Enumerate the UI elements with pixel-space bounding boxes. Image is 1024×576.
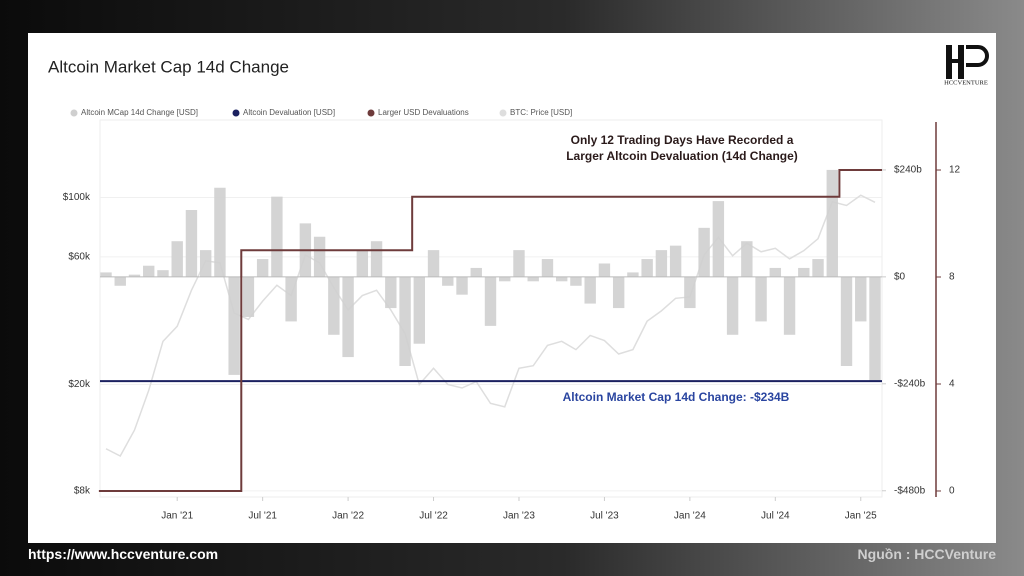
mcap-change-bar	[612, 276, 625, 309]
larger-devaluations-line	[98, 169, 882, 492]
mcap-change-bar	[413, 276, 425, 344]
mcap-change-bar	[199, 250, 212, 277]
mcap-change-bar	[143, 265, 155, 277]
mcap-change-bar	[783, 276, 796, 335]
x-tick-label: Jan '25	[845, 511, 877, 522]
mcap-change-bar	[271, 196, 283, 277]
mcap-change-bar	[570, 276, 582, 286]
mcap-change-bar	[228, 276, 240, 375]
mcap-change-bar	[855, 276, 867, 322]
mcap-change-bar	[256, 259, 269, 277]
mcap-change-bar	[285, 276, 297, 322]
annotation: Altcoin Market Cap 14d Change: -$234B	[563, 390, 790, 404]
mcap-change-bar	[242, 276, 255, 317]
x-tick-label: Jul '21	[248, 511, 277, 522]
y3-tick-label: 12	[949, 165, 961, 176]
y2-tick-label: $0	[894, 272, 906, 283]
x-tick-label: Jan '21	[161, 511, 193, 522]
footer-url: https://www.hccventure.com	[28, 546, 219, 562]
x-tick-label: Jan '24	[674, 511, 706, 522]
legend-swatch	[70, 109, 78, 117]
mcap-change-bar	[755, 276, 767, 322]
mcap-change-bar	[328, 276, 340, 335]
mcap-change-bar	[741, 241, 753, 277]
chart-title: Altcoin Market Cap 14d Change	[48, 57, 289, 76]
y2-tick-label: $240b	[894, 165, 922, 176]
mcap-change-bar	[399, 276, 411, 366]
mcap-change-bar	[185, 210, 198, 277]
x-tick-label: Jul '24	[761, 511, 790, 522]
annotation: Larger Altcoin Devaluation (14d Change)	[566, 149, 798, 163]
mcap-change-bar	[499, 276, 511, 282]
legend-swatch	[499, 109, 507, 117]
mcap-change-bar	[385, 276, 397, 309]
legend-label: Larger USD Devaluations	[378, 108, 469, 117]
mcap-change-bar	[698, 227, 710, 277]
mcap-change-bar	[442, 276, 454, 286]
x-tick-label: Jan '22	[332, 511, 364, 522]
mcap-change-bar	[456, 276, 468, 295]
annotation: Only 12 Trading Days Have Recorded a	[571, 133, 794, 147]
legend-label: Altcoin MCap 14d Change [USD]	[81, 108, 198, 117]
mcap-change-bar	[584, 276, 596, 304]
mcap-change-bar	[527, 276, 539, 282]
mcap-change-bar	[769, 267, 782, 277]
mcap-change-bar	[655, 250, 668, 277]
x-tick-label: Jul '22	[419, 511, 448, 522]
mcap-change-bar	[869, 276, 881, 382]
mcap-change-bar	[342, 276, 354, 358]
footer-source: Nguồn : HCCVenture	[857, 546, 996, 562]
x-tick-label: Jan '23	[503, 511, 535, 522]
mcap-change-bar	[812, 259, 824, 277]
mcap-change-bar	[598, 263, 611, 277]
legend-swatch	[232, 109, 240, 117]
mcap-change-bar	[556, 276, 568, 282]
mcap-change-bar	[641, 259, 653, 277]
y2-tick-label: -$480b	[894, 485, 926, 496]
logo-text: HCCVENTURE	[944, 79, 988, 86]
mcap-change-bar	[356, 250, 369, 277]
mcap-change-bar	[684, 276, 696, 309]
mcap-change-bar	[798, 267, 810, 277]
legend-swatch	[367, 109, 375, 117]
plot-frame	[99, 119, 883, 498]
logo: HCCVENTURE	[944, 45, 989, 86]
legend-label: BTC: Price [USD]	[510, 108, 572, 117]
mcap-change-bar	[669, 245, 682, 277]
y-tick-label: $60k	[68, 252, 91, 263]
y3-tick-label: 8	[949, 272, 955, 283]
mcap-change-bar	[470, 267, 482, 277]
x-tick-label: Jul '23	[590, 511, 619, 522]
mcap-change-bar	[100, 272, 112, 277]
y-tick-label: $20k	[68, 379, 91, 390]
legend-label: Altcoin Devaluation [USD]	[243, 108, 335, 117]
mcap-change-bar	[627, 272, 639, 277]
mcap-change-bar	[171, 241, 183, 277]
mcap-change-bar	[726, 276, 739, 335]
y-tick-label: $8k	[74, 486, 91, 497]
mcap-change-bar	[513, 250, 525, 277]
mcap-change-bar	[313, 236, 326, 277]
mcap-change-bar	[128, 274, 141, 277]
mcap-change-bar	[370, 241, 383, 277]
mcap-change-bar	[114, 276, 126, 286]
card	[28, 33, 996, 543]
mcap-change-bar	[157, 270, 169, 277]
mcap-change-bar	[427, 250, 440, 277]
mcap-change-bar	[712, 201, 725, 277]
y3-tick-label: 4	[949, 379, 955, 390]
y2-tick-label: -$240b	[894, 378, 926, 389]
mcap-change-bar	[484, 276, 497, 326]
mcap-change-bar	[840, 276, 853, 366]
mcap-change-bar	[541, 259, 554, 277]
mcap-change-bar	[214, 187, 226, 277]
mcap-change-bar	[826, 169, 838, 277]
y3-tick-label: 0	[949, 486, 955, 497]
y-tick-label: $100k	[63, 192, 91, 203]
